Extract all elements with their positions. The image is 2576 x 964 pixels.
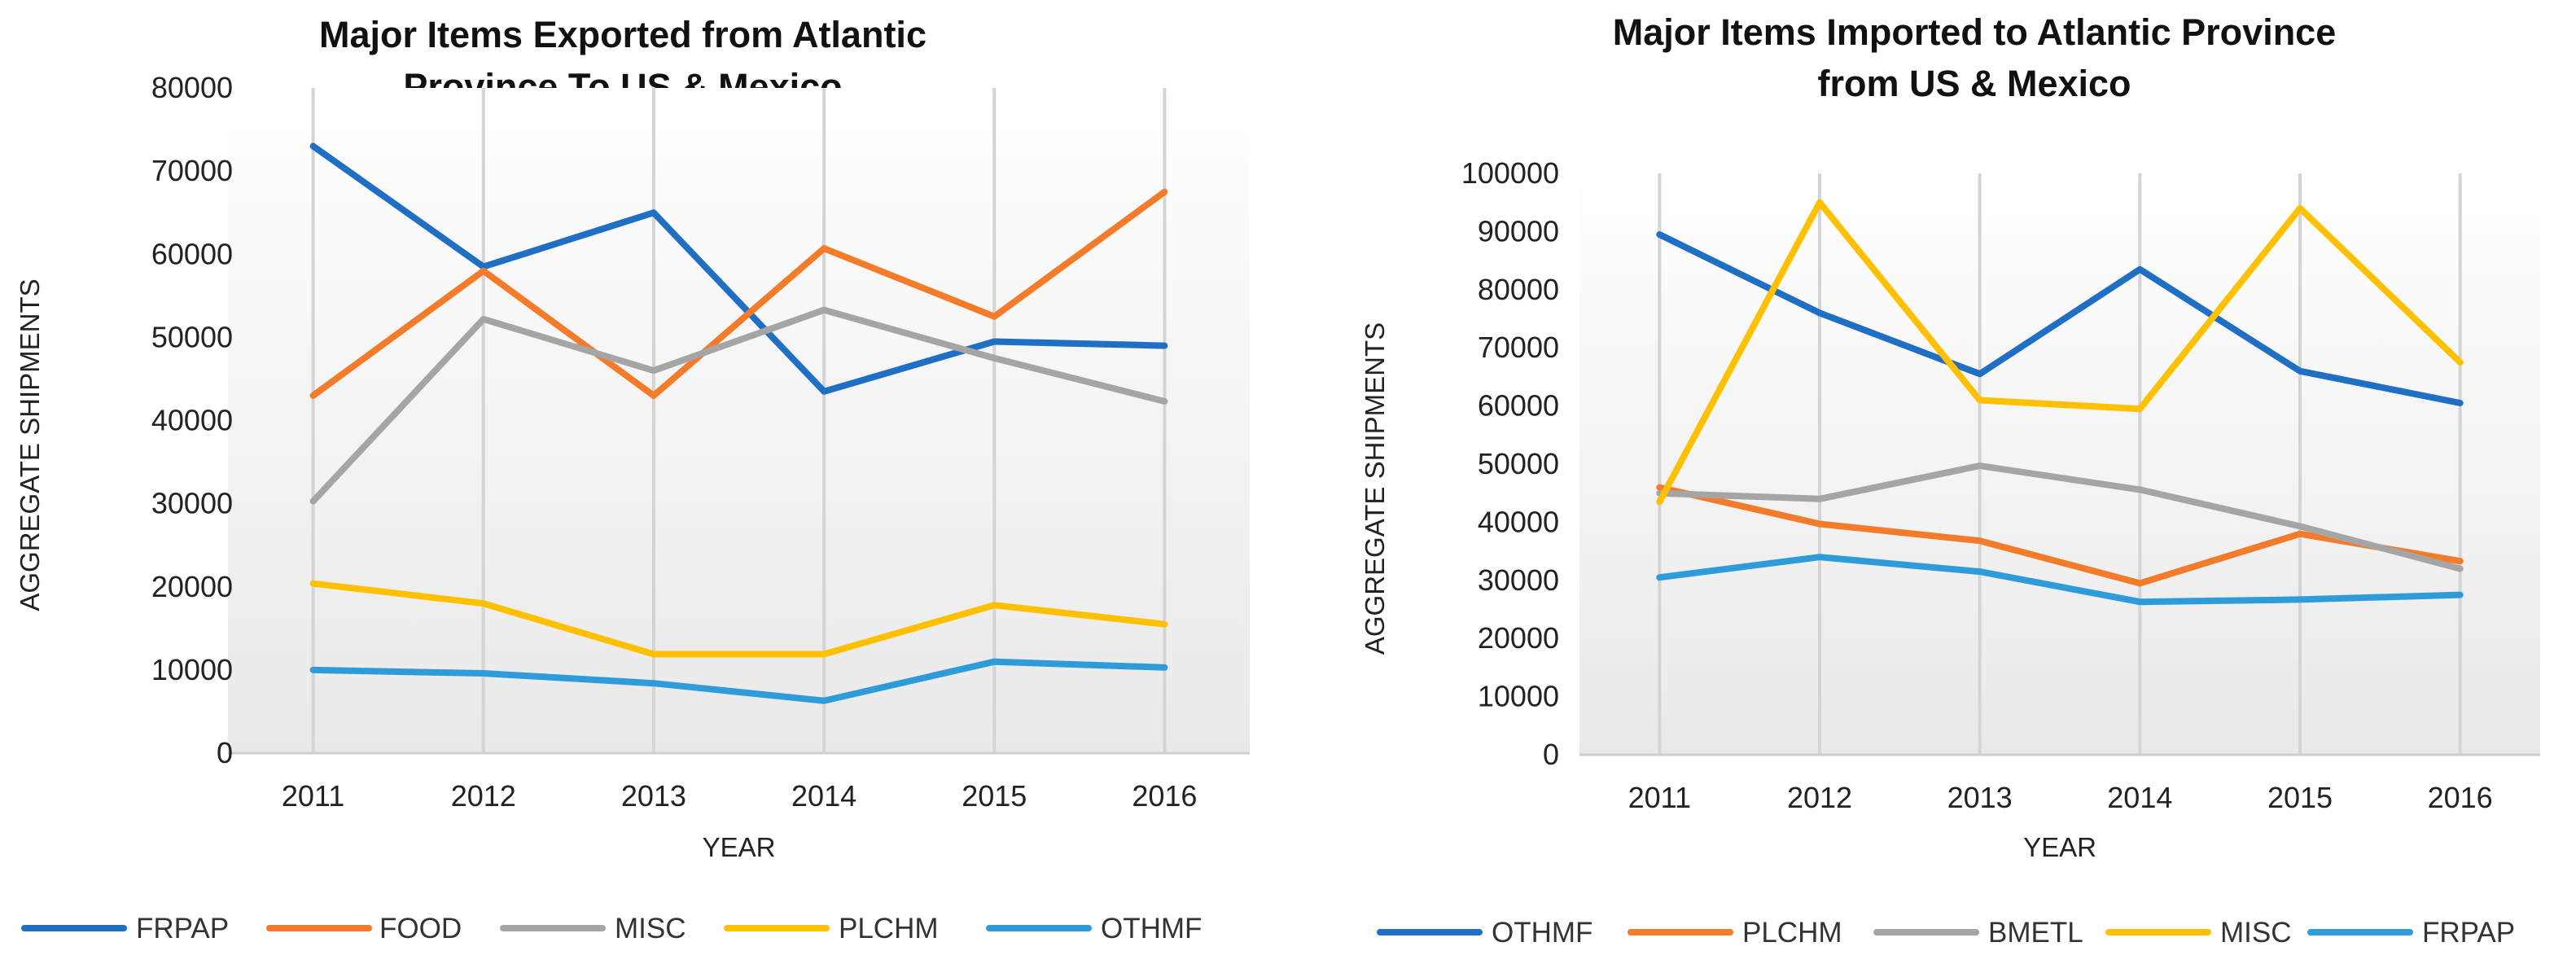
y-tick-label: 100000: [1461, 156, 1559, 190]
chart-title-line-2: from US & Mexico: [1817, 63, 2131, 104]
x-axis-title: YEAR: [2023, 832, 2096, 862]
y-tick-label: 90000: [1478, 214, 1559, 248]
series-line-plchm: [1656, 484, 2464, 587]
x-tick-label: 2011: [282, 779, 344, 813]
legend-label-frpap: FRPAP: [2422, 917, 2515, 949]
y-tick-label: 40000: [151, 404, 233, 437]
x-tick-label: 2011: [1628, 781, 1691, 814]
chart-1: Major Items Exported from AtlanticProvin…: [15, 14, 1250, 944]
x-tick-label: 2012: [451, 779, 516, 813]
y-tick-label: 80000: [1478, 273, 1559, 306]
legend-label-frpap: FRPAP: [136, 913, 229, 944]
legend-label-othmf: OTHMF: [1101, 913, 1202, 944]
y-axis-title: AGGREGATE SHIPMENTS: [15, 278, 45, 611]
y-tick-label: 70000: [151, 154, 233, 187]
y-tick-label: 60000: [151, 237, 233, 270]
chart-2: Major Items Imported to Atlantic Provinc…: [1360, 11, 2540, 949]
plot-area: [1579, 173, 2540, 755]
series-line-food: [309, 188, 1168, 399]
y-tick-label: 70000: [1478, 331, 1559, 364]
plot-area: [228, 88, 1250, 753]
y-tick-label: 80000: [151, 71, 233, 104]
series-line-plchm: [309, 580, 1168, 658]
series-line-othmf: [1656, 231, 2464, 406]
legend-label-plchm: PLCHM: [839, 913, 939, 944]
legend-label-food: FOOD: [379, 913, 462, 944]
series-line-frpap: [1656, 554, 2464, 606]
legend-label-bmetl: BMETL: [1988, 917, 2083, 949]
x-axis-title: YEAR: [703, 832, 776, 862]
y-tick-label: 20000: [1478, 621, 1559, 655]
series-line-othmf: [309, 658, 1168, 704]
y-tick-label: 50000: [151, 320, 233, 353]
series-line-frpap: [309, 142, 1168, 395]
series-line-misc: [309, 306, 1168, 505]
legend-label-plchm: PLCHM: [1742, 917, 1842, 949]
chart-title-line-1: Major Items Exported from Atlantic: [319, 14, 927, 55]
legend-label-misc: MISC: [2220, 917, 2292, 949]
y-tick-label: 20000: [151, 570, 233, 603]
y-tick-label: 60000: [1478, 389, 1559, 423]
y-axis-title: AGGREGATE SHIPMENTS: [1360, 322, 1390, 655]
x-tick-label: 2014: [2107, 781, 2172, 814]
x-tick-label: 2013: [1947, 781, 2013, 814]
x-tick-label: 2013: [621, 779, 686, 813]
y-tick-label: 0: [1543, 738, 1559, 771]
y-tick-label: 30000: [151, 487, 233, 520]
x-tick-label: 2016: [1132, 779, 1197, 813]
y-tick-label: 30000: [1478, 563, 1559, 597]
chart-title-line-1: Major Items Imported to Atlantic Provinc…: [1613, 11, 2337, 53]
legend-label-othmf: OTHMF: [1492, 917, 1592, 949]
x-tick-label: 2014: [791, 779, 856, 813]
legend-label-misc: MISC: [615, 913, 686, 944]
x-tick-label: 2012: [1787, 781, 1852, 814]
series-line-misc: [1656, 199, 2464, 506]
x-tick-label: 2015: [2267, 781, 2333, 814]
series-line-bmetl: [1656, 462, 2464, 572]
y-tick-label: 40000: [1478, 505, 1559, 538]
x-tick-label: 2016: [2428, 781, 2493, 814]
y-tick-label: 50000: [1478, 447, 1559, 480]
x-tick-label: 2015: [962, 779, 1027, 813]
y-tick-label: 0: [217, 736, 233, 769]
y-tick-label: 10000: [1478, 680, 1559, 713]
y-tick-label: 10000: [151, 653, 233, 686]
